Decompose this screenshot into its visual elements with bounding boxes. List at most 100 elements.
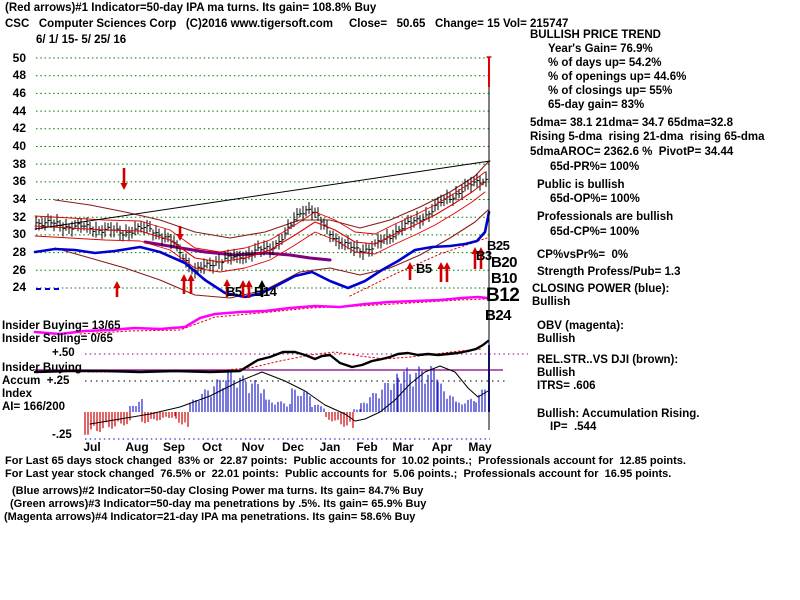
analysis-line: CLOSING POWER (blue): <box>532 283 670 295</box>
analysis-line: Bullish <box>537 333 576 345</box>
insider-label: Insider Buying= 13/65 <box>2 320 121 332</box>
y-axis-label: 38 <box>12 156 26 171</box>
y-axis-label: 48 <box>12 68 26 83</box>
cp-ma-dotted-red-line <box>349 237 488 297</box>
chart-title-line: CSC Computer Sciences Corp (C)2016 www.t… <box>5 18 569 30</box>
ipa-ma-red-line <box>34 181 486 263</box>
y-axis-label: 40 <box>12 138 26 153</box>
y-axis-label: 42 <box>12 121 26 136</box>
buy-signal-label: B25 <box>487 238 510 253</box>
inner-band-upper-red <box>34 171 486 253</box>
inner-band-lower-red <box>34 191 486 273</box>
insider-label: Insider Buying <box>2 362 82 374</box>
y-axis-label: 34 <box>12 192 26 207</box>
analysis-line: 5dmaAROC= 2362.6 % PivotP= 34.44 <box>530 146 734 158</box>
date-range: 6/ 1/ 15- 5/ 25/ 16 <box>36 34 127 46</box>
lower-band-line <box>54 209 489 299</box>
buy-arrow-red-head <box>223 279 231 286</box>
analysis-line: 65d-PR%= 100% <box>550 161 640 173</box>
sell-arrow-red-head <box>176 234 184 241</box>
resistance-trendline <box>34 160 491 230</box>
y-axis-label: 44 <box>12 103 26 118</box>
y-axis-label: 32 <box>12 209 26 224</box>
month-label: Jul <box>83 440 101 454</box>
analysis-line: 65d-OP%= 100% <box>550 193 640 205</box>
analysis-line: Bullish <box>537 367 576 379</box>
analysis-line: Professionals are bullish <box>537 211 674 223</box>
footer-line: (Blue arrows)#2 Indicator=50-day Closing… <box>12 485 424 497</box>
buy-signal-label: B24 <box>485 307 512 324</box>
analysis-line: Bullish: Accumulation Rising. <box>537 408 700 420</box>
insider-label: Insider Selling= 0/65 <box>2 333 113 345</box>
month-label: Nov <box>241 440 265 454</box>
footer-line: (Green arrows)#3 Indicator=50-day ma pen… <box>10 498 427 510</box>
month-label: Aug <box>125 440 149 454</box>
buy-signal-label: B5 <box>226 284 242 299</box>
buy-arrow-red-head <box>187 274 195 281</box>
closing-power-line <box>33 210 491 299</box>
upper-band-line <box>54 161 489 239</box>
buy-signal-label: B12 <box>486 285 520 306</box>
month-label: Feb <box>356 440 378 454</box>
y-axis-label: 50 <box>12 50 26 65</box>
analysis-line: Bullish <box>532 296 571 308</box>
analysis-line: % of closings up= 55% <box>548 85 673 97</box>
buy-arrow-red-head <box>406 262 414 269</box>
buy-signal-label: B3 <box>476 248 492 263</box>
month-label: Mar <box>392 440 414 454</box>
y-axis-label: 28 <box>12 245 26 260</box>
analysis-line: 65-day gain= 83% <box>548 99 645 111</box>
buy-arrow-red-head <box>471 247 479 254</box>
signal-line-1: (Red arrows)#1 Indicator=50-day IPA ma t… <box>5 2 377 14</box>
analysis-line: % of openings up= 44.6% <box>548 71 687 83</box>
relative-strength-line <box>33 339 490 374</box>
analysis-line: IP= .544 <box>550 421 597 433</box>
month-label: Sep <box>162 440 186 454</box>
footer-line: For Last year stock changed 76.5% or 22.… <box>5 468 672 480</box>
buy-arrow-black-head <box>258 280 266 287</box>
buy-arrow-red-head <box>437 262 445 269</box>
analysis-line: 65d-CP%= 100% <box>550 226 640 238</box>
analysis-line: OBV (magenta): <box>537 320 624 332</box>
insider-label: AI= 166/200 <box>2 401 65 413</box>
buy-arrow-red-head <box>113 281 121 288</box>
buy-signal-label: B5 <box>416 261 432 276</box>
y-axis-label: 24 <box>12 280 26 295</box>
month-label: Apr <box>431 440 453 454</box>
buy-signal-label: B20 <box>491 254 518 271</box>
analysis-line: ITRS= .606 <box>537 380 596 392</box>
month-label: Jan <box>319 440 341 454</box>
buy-arrow-red-head <box>443 262 451 269</box>
obv-line <box>33 295 489 336</box>
y-axis-label: 46 <box>12 85 26 100</box>
insider-label: -.25 <box>52 429 72 441</box>
analysis-line: Rising 5-dma rising 21-dma rising 65-dma <box>530 131 765 143</box>
insider-label: +.50 <box>52 347 75 359</box>
ai-moving-average-line <box>89 365 489 425</box>
y-axis-label: 36 <box>12 174 26 189</box>
month-label: Dec <box>281 440 305 454</box>
buy-signal-label: B10 <box>491 270 518 287</box>
buy-arrow-red-head <box>245 280 253 287</box>
analysis-line: REL.STR..VS DJI (brown): <box>537 354 679 366</box>
insider-label: Index <box>2 388 33 400</box>
analysis-line: Public is bullish <box>537 179 625 191</box>
analysis-line: Year's Gain= 76.9% <box>548 43 653 55</box>
analysis-line: 5dma= 38.1 21dma= 34.7 65dma=32.8 <box>530 117 733 129</box>
analysis-line: Strength Profess/Pub= 1.3 <box>537 266 681 278</box>
month-label: May <box>468 440 492 454</box>
footer-line: (Magenta arrows)#4 Indicator=21-day IPA … <box>4 511 416 523</box>
analysis-line: BULLISH PRICE TREND <box>530 29 661 41</box>
buy-arrow-red-head <box>477 247 485 254</box>
y-axis-label: 26 <box>12 262 26 277</box>
y-axis-label: 30 <box>12 227 26 242</box>
month-label: Oct <box>201 440 223 454</box>
analysis-line: CP%vsPr%= 0% <box>537 249 629 261</box>
buy-arrow-red-head <box>180 274 188 281</box>
buy-arrow-red-head <box>239 280 247 287</box>
buy-signal-label: B14 <box>254 284 277 299</box>
insider-label: Accum +.25 <box>2 375 70 387</box>
footer-line: For Last 65 days stock changed 83% or 22… <box>5 455 686 467</box>
